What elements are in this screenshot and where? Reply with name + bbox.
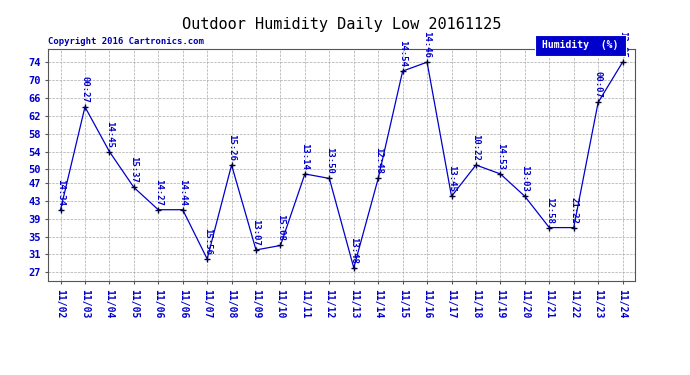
Text: 14:44: 14:44 xyxy=(178,178,187,206)
Text: 15:26: 15:26 xyxy=(227,134,236,161)
Text: 14:53: 14:53 xyxy=(496,143,505,170)
Text: 21:22: 21:22 xyxy=(569,196,578,223)
Text: 15:56: 15:56 xyxy=(203,228,212,255)
Text: 13:05: 13:05 xyxy=(618,31,627,58)
Text: 13:48: 13:48 xyxy=(349,237,358,264)
Text: 13:03: 13:03 xyxy=(520,165,529,192)
Text: 14:54: 14:54 xyxy=(398,40,407,67)
Text: 14:34: 14:34 xyxy=(56,178,65,206)
Text: 12:58: 12:58 xyxy=(545,196,554,223)
Text: 14:27: 14:27 xyxy=(154,178,163,206)
Text: 13:50: 13:50 xyxy=(325,147,334,174)
Text: 14:46: 14:46 xyxy=(422,31,431,58)
Text: 00:07: 00:07 xyxy=(593,71,602,98)
Text: 12:48: 12:48 xyxy=(374,147,383,174)
Text: 13:45: 13:45 xyxy=(447,165,456,192)
Text: 15:37: 15:37 xyxy=(129,156,138,183)
Text: 13:07: 13:07 xyxy=(252,219,261,246)
Text: 00:27: 00:27 xyxy=(81,76,90,103)
Title: Outdoor Humidity Daily Low 20161125: Outdoor Humidity Daily Low 20161125 xyxy=(182,17,501,32)
Text: 13:14: 13:14 xyxy=(300,143,309,170)
Text: 14:45: 14:45 xyxy=(105,120,114,147)
Text: 10:22: 10:22 xyxy=(471,134,480,161)
Text: 15:08: 15:08 xyxy=(276,214,285,242)
Text: Copyright 2016 Cartronics.com: Copyright 2016 Cartronics.com xyxy=(48,38,204,46)
